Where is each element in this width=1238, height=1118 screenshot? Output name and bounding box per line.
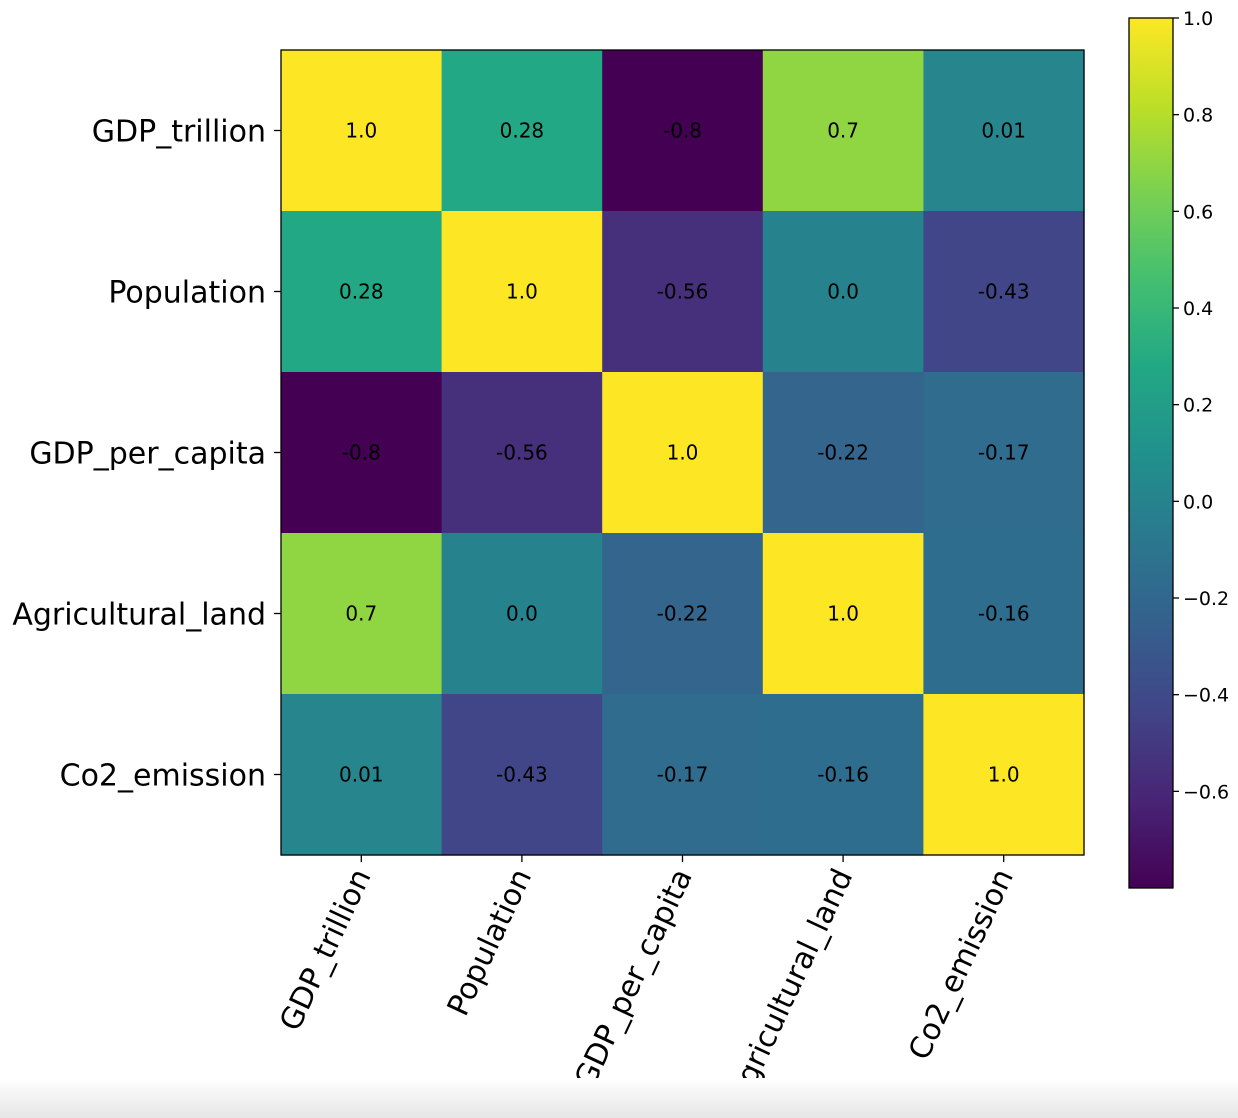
cell-value-label: 0.28: [339, 280, 384, 304]
heatmap-cell: [281, 211, 443, 373]
heatmap-cell: [281, 533, 443, 695]
colorbar-tick-label: −0.6: [1183, 781, 1229, 803]
cell-value-label: -0.16: [817, 763, 869, 787]
heatmap-cell: [602, 211, 764, 373]
heatmap-cell: [762, 533, 924, 695]
heatmap-cell: [281, 372, 443, 534]
bottom-fade: [0, 1078, 1238, 1118]
cell-value-label: 1.0: [667, 441, 699, 465]
heatmap-cell: [441, 694, 603, 856]
cell-value-label: 0.28: [500, 119, 545, 143]
x-axis-ticks: GDP_trillion Population GDP_per_capita Agri…: [273, 855, 1021, 1108]
cell-value-label: 0.7: [345, 602, 377, 626]
cell-value-label: 0.01: [339, 763, 384, 787]
cell-value-label: 1.0: [506, 280, 538, 304]
cell-value-label: 0.0: [827, 280, 859, 304]
y-tick-label: GDP_per_capita: [29, 437, 266, 472]
x-tick-label: GDP_trillion: [273, 864, 378, 1037]
cell-value-label: -0.56: [496, 441, 548, 465]
cell-value-label: 1.0: [988, 763, 1020, 787]
colorbar: 1.0 0.8 0.6 0.4 0.2 0.0 −0.2 −0.4 −0.6: [1128, 8, 1229, 889]
cell-value-label: 1.0: [345, 119, 377, 143]
heatmap-cell: [441, 211, 603, 373]
colorbar-tick-label: 0.2: [1183, 395, 1213, 417]
cell-value-label: -0.8: [663, 119, 702, 143]
cell-value-label: -0.22: [657, 602, 709, 626]
cell-value-label: -0.43: [978, 280, 1030, 304]
x-tick-label: GDP_per_capita: [568, 864, 700, 1093]
cell-value-label: -0.16: [978, 602, 1030, 626]
heatmap-cell: [281, 50, 443, 212]
y-tick-label: GDP_trillion: [92, 115, 266, 150]
heatmap-cell: [441, 50, 603, 212]
colorbar-gradient: [1128, 17, 1174, 889]
colorbar-ticks: 1.0 0.8 0.6 0.4 0.2 0.0 −0.2 −0.4 −0.6: [1173, 8, 1229, 803]
x-tick-label: Agricultural_land: [721, 864, 860, 1109]
heatmap-cell: [762, 372, 924, 534]
y-tick-label: Co2_emission: [60, 759, 266, 794]
colorbar-tick-label: −0.4: [1183, 685, 1229, 707]
x-tick-label: Co2_emission: [902, 864, 1021, 1066]
cell-value-label: -0.43: [496, 763, 548, 787]
cell-value-label: 0.01: [981, 119, 1026, 143]
y-axis-ticks: GDP_trillion Population GDP_per_capita Agri…: [12, 115, 281, 794]
heatmap-cell: [923, 533, 1085, 695]
heatmap-cell: [923, 50, 1085, 212]
x-tick-label: Population: [441, 864, 539, 1022]
heatmap-cell: [602, 372, 764, 534]
heatmap-cell: [762, 50, 924, 212]
colorbar-tick-label: 0.8: [1183, 105, 1213, 127]
heatmap-cell: [923, 211, 1085, 373]
colorbar-tick-label: 0.6: [1183, 201, 1213, 223]
heatmap-cell: [602, 694, 764, 856]
cell-value-label: 0.0: [506, 602, 538, 626]
heatmap-cells: [281, 50, 1085, 856]
heatmap-cell: [923, 372, 1085, 534]
colorbar-tick-label: 0.0: [1183, 491, 1213, 513]
heatmap-cell: [762, 211, 924, 373]
colorbar-tick-label: 1.0: [1183, 8, 1213, 30]
heatmap-cell: [762, 694, 924, 856]
y-tick-label: Agricultural_land: [12, 598, 266, 633]
cell-value-label: -0.17: [978, 441, 1030, 465]
y-tick-label: Population: [108, 276, 266, 311]
heatmap-cell: [441, 533, 603, 695]
heatmap-cell: [923, 694, 1085, 856]
cell-value-label: -0.17: [657, 763, 709, 787]
heatmap-cell: [441, 372, 603, 534]
cell-value-label: -0.22: [817, 441, 869, 465]
heatmap-cell: [281, 694, 443, 856]
heatmap-cell: [602, 533, 764, 695]
cell-value-label: -0.56: [657, 280, 709, 304]
colorbar-tick-label: −0.2: [1183, 588, 1229, 610]
cell-value-label: -0.8: [342, 441, 381, 465]
heatmap-cell: [602, 50, 764, 212]
cell-value-label: 0.7: [827, 119, 859, 143]
heatmap-cell-labels: 1.0 0.28 -0.8 0.7 0.01 0.28 1.0 -0.56 0.0 -0.43 -0…: [339, 119, 1030, 787]
colorbar-tick-label: 0.4: [1183, 298, 1213, 320]
cell-value-label: 1.0: [827, 602, 859, 626]
